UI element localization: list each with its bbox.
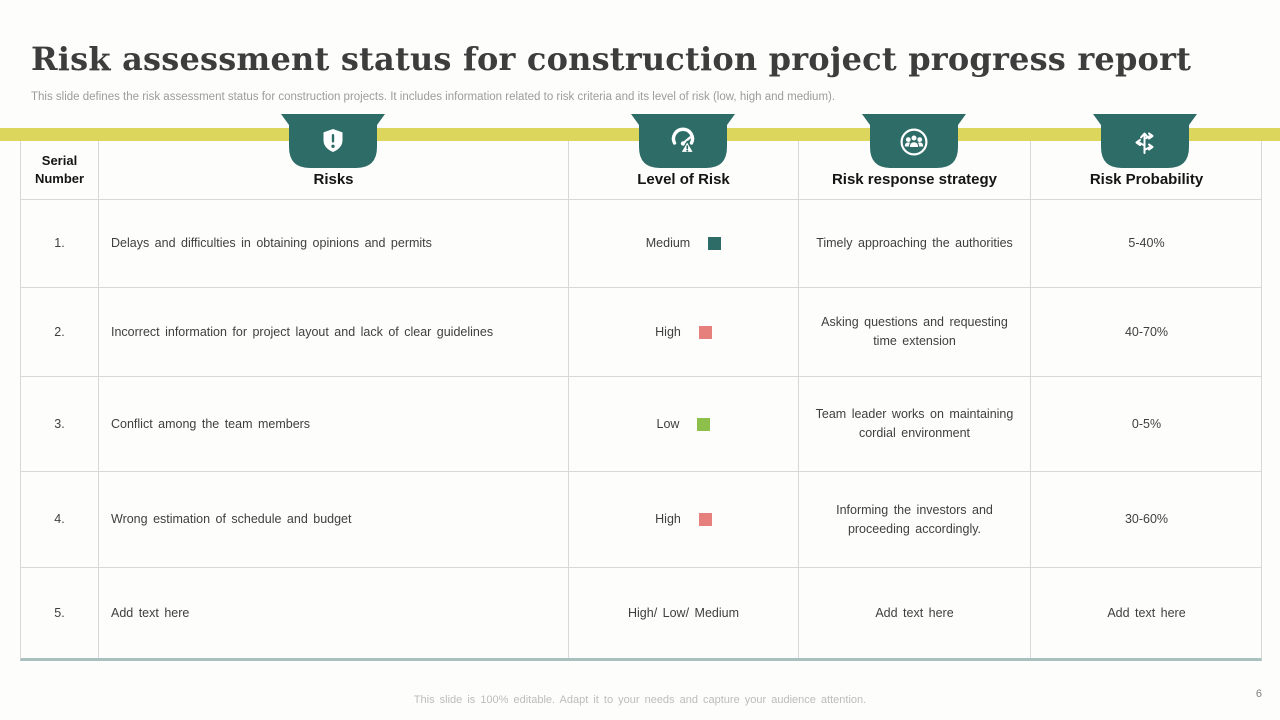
level-of-risk-badge xyxy=(630,114,736,172)
level-label: High xyxy=(655,324,681,339)
level-cell: High xyxy=(569,288,799,377)
strategy-cell: Team leader works on maintaining cordial… xyxy=(799,377,1031,472)
level-label: Low xyxy=(656,416,680,431)
page-subtitle: This slide defines the risk assessment s… xyxy=(31,91,836,103)
level-cell: Medium xyxy=(569,200,799,288)
strategy-cell: Informing the investors and proceeding a… xyxy=(799,472,1031,568)
serial-cell: 1. xyxy=(21,200,99,288)
column-header-level-of-risk: Level of Risk xyxy=(569,141,799,200)
probability-cell: 30-60% xyxy=(1031,472,1262,568)
page-number: 6 xyxy=(1255,688,1262,700)
column-header-risk-response-strategy: Risk response strategy xyxy=(799,141,1031,200)
risk-placeholder-cell[interactable]: Add text here xyxy=(99,568,569,658)
probability-cell: 0-5% xyxy=(1031,377,1262,472)
column-header-serial-number: Serial Number xyxy=(21,141,99,200)
serial-cell: 3. xyxy=(21,377,99,472)
risk-cell: Wrong estimation of schedule and budget xyxy=(99,472,569,568)
probability-cell: 40-70% xyxy=(1031,288,1262,377)
risk-cell: Incorrect information for project layout… xyxy=(99,288,569,377)
serial-cell: 2. xyxy=(21,288,99,377)
level-label: High/ Low/ Medium xyxy=(628,605,739,620)
page-title: Risk assessment status for construction … xyxy=(31,40,1192,78)
strategy-placeholder-cell[interactable]: Add text here xyxy=(799,568,1031,658)
risk-cell: Delays and difficulties in obtaining opi… xyxy=(99,200,569,288)
level-label: High xyxy=(655,512,681,527)
risks-badge xyxy=(280,114,386,172)
column-header-risk-probability: Risk Probability xyxy=(1031,141,1262,200)
serial-cell: 4. xyxy=(21,472,99,568)
level-cell: Low xyxy=(569,377,799,472)
branching-arrows-icon xyxy=(1093,114,1197,168)
gauge-warning-icon xyxy=(631,114,735,168)
risk-assessment-table: Serial Number Risks Level of Risk Risk r… xyxy=(20,141,1262,661)
serial-cell: 5. xyxy=(21,568,99,658)
level-color-square xyxy=(698,325,712,339)
strategy-cell: Timely approaching the authorities xyxy=(799,200,1031,288)
level-label: Medium xyxy=(645,236,691,251)
strategy-cell: Asking questions and requesting time ext… xyxy=(799,288,1031,377)
column-header-risks: Risks xyxy=(99,141,569,200)
probability-cell: 5-40% xyxy=(1031,200,1262,288)
slide-footer-note: This slide is 100% editable. Adapt it to… xyxy=(413,694,867,706)
level-cell: High/ Low/ Medium xyxy=(569,568,799,658)
risk-cell: Conflict among the team members xyxy=(99,377,569,472)
shield-exclamation-icon xyxy=(281,114,385,168)
probability-placeholder-cell[interactable]: Add text here xyxy=(1107,605,1186,620)
level-color-square xyxy=(697,417,711,431)
risk-response-strategy-badge xyxy=(861,114,967,172)
level-cell: High xyxy=(569,472,799,568)
team-circle-icon xyxy=(862,114,966,168)
level-color-square xyxy=(698,513,712,526)
risk-probability-badge xyxy=(1092,114,1198,172)
level-color-square xyxy=(708,237,722,250)
